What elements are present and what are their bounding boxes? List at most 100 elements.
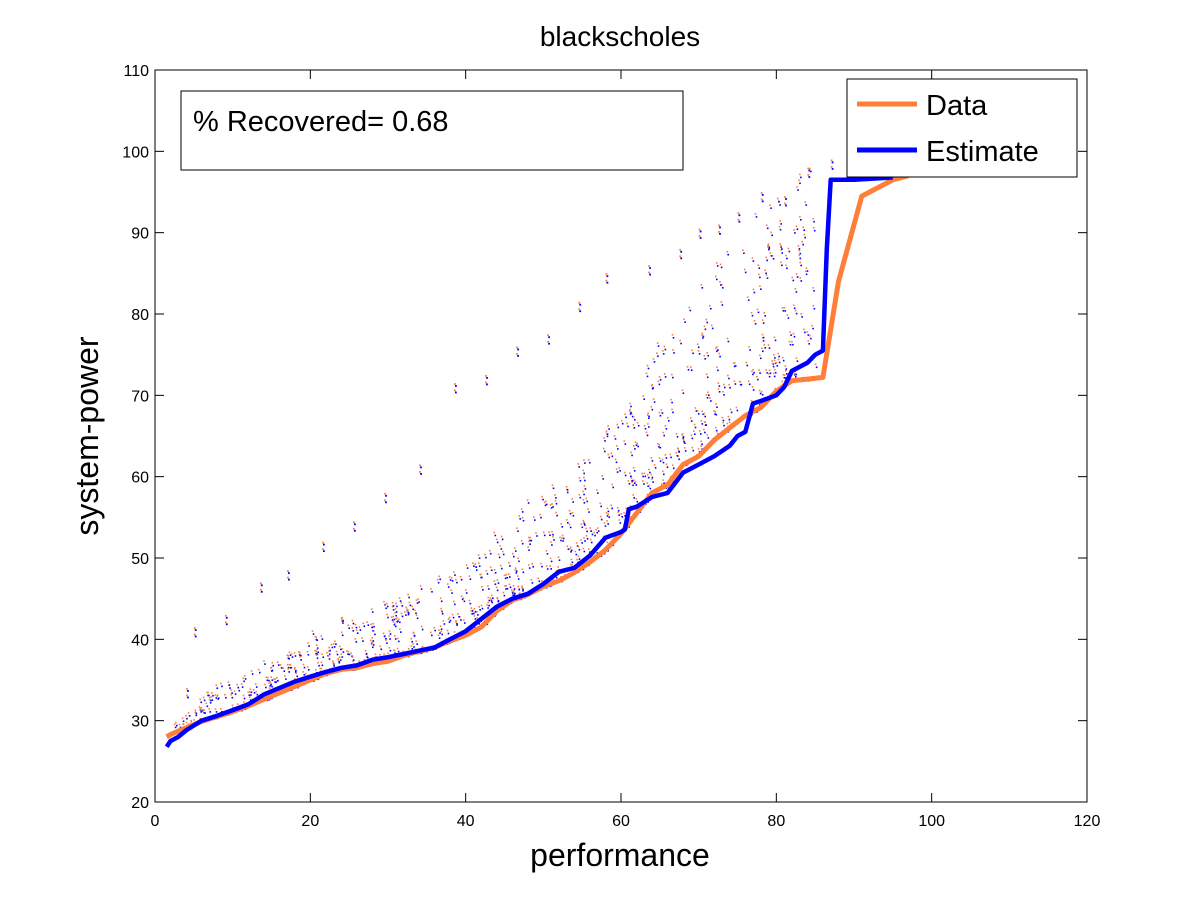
scatter-point-estimate bbox=[706, 376, 709, 379]
scatter-point-data bbox=[250, 670, 253, 672]
scatter-point-data bbox=[263, 660, 265, 662]
scatter-point-estimate bbox=[616, 471, 619, 473]
scatter-point-estimate bbox=[637, 445, 639, 448]
scatter-point-data bbox=[671, 408, 673, 411]
scatter-point-data bbox=[568, 523, 571, 526]
scatter-point-data bbox=[470, 607, 473, 609]
scatter-point-data bbox=[771, 362, 774, 365]
scatter-point-estimate bbox=[290, 666, 293, 669]
scatter-point-estimate bbox=[274, 681, 276, 683]
scatter-point-estimate bbox=[317, 651, 319, 654]
scatter-point-estimate bbox=[359, 629, 362, 631]
scatter-point-data bbox=[366, 621, 369, 623]
scatter-point-estimate bbox=[502, 553, 505, 556]
scatter-point-estimate bbox=[316, 653, 319, 656]
x-tick-label: 20 bbox=[301, 813, 319, 830]
scatter-point-estimate bbox=[498, 556, 501, 559]
scatter-point-estimate bbox=[583, 550, 586, 553]
scatter-point-data bbox=[255, 690, 258, 693]
scatter-point-data bbox=[683, 439, 685, 441]
scatter-point-estimate bbox=[584, 540, 586, 542]
scatter-point-data bbox=[549, 504, 552, 506]
scatter-point-data bbox=[421, 646, 424, 648]
scatter-outlier-estimate bbox=[808, 176, 811, 178]
scatter-point-data bbox=[745, 361, 748, 364]
scatter-point-data bbox=[258, 668, 260, 671]
scatter-point-data bbox=[369, 639, 372, 642]
scatter-point-data bbox=[713, 410, 715, 412]
scatter-point-data bbox=[809, 167, 811, 170]
scatter-point-data bbox=[765, 274, 768, 276]
scatter-point-data bbox=[799, 277, 802, 279]
scatter-point-data bbox=[663, 345, 666, 348]
scatter-point-data bbox=[439, 625, 442, 627]
scatter-point-data bbox=[727, 415, 730, 418]
scatter-point-estimate bbox=[753, 291, 756, 294]
scatter-point-data bbox=[603, 522, 606, 524]
scatter-point-data bbox=[750, 311, 753, 314]
scatter-point-data bbox=[661, 483, 663, 485]
scatter-point-estimate bbox=[532, 566, 534, 568]
scatter-point-estimate bbox=[333, 665, 335, 667]
scatter-point-data bbox=[605, 430, 608, 432]
scatter-point-estimate bbox=[694, 433, 696, 435]
scatter-point-estimate bbox=[215, 697, 218, 699]
scatter-point-data bbox=[316, 648, 318, 651]
scatter-outlier-estimate bbox=[486, 383, 488, 386]
scatter-point-estimate bbox=[288, 671, 290, 673]
scatter-point-estimate bbox=[670, 456, 672, 459]
scatter-point-data bbox=[504, 585, 506, 587]
scatter-point-estimate bbox=[584, 462, 586, 464]
scatter-point-data bbox=[571, 512, 574, 514]
scatter-point-data bbox=[799, 173, 801, 176]
scatter-point-estimate bbox=[584, 488, 587, 490]
scatter-point-data bbox=[512, 552, 514, 555]
scatter-point-estimate bbox=[464, 622, 466, 624]
scatter-outlier-data bbox=[516, 346, 518, 349]
scatter-point-data bbox=[576, 558, 578, 561]
scatter-point-data bbox=[719, 263, 722, 266]
scatter-point-estimate bbox=[509, 586, 512, 589]
scatter-point-data bbox=[589, 538, 592, 541]
scatter-point-estimate bbox=[647, 485, 649, 487]
scatter-point-data bbox=[786, 314, 789, 316]
scatter-point-estimate bbox=[474, 618, 477, 620]
scatter-point-estimate bbox=[481, 576, 483, 579]
scatter-point-estimate bbox=[744, 271, 747, 274]
scatter-point-data bbox=[569, 548, 571, 550]
scatter-point-estimate bbox=[607, 510, 610, 513]
scatter-point-data bbox=[270, 676, 273, 678]
scatter-point-data bbox=[664, 454, 667, 456]
scatter-point-estimate bbox=[624, 515, 626, 517]
scatter-point-data bbox=[391, 602, 394, 604]
scatter-point-data bbox=[670, 398, 672, 401]
scatter-point-data bbox=[767, 344, 770, 346]
scatter-point-estimate bbox=[209, 711, 211, 713]
scatter-point-estimate bbox=[294, 671, 297, 673]
scatter-point-estimate bbox=[256, 693, 259, 696]
scatter-point-data bbox=[230, 689, 232, 691]
scatter-point-data bbox=[252, 689, 255, 691]
scatter-point-data bbox=[642, 395, 644, 397]
scatter-point-estimate bbox=[698, 353, 701, 355]
scatter-point-estimate bbox=[719, 355, 721, 358]
scatter-point-estimate bbox=[706, 321, 709, 324]
scatter-point-data bbox=[284, 675, 286, 677]
scatter-point-estimate bbox=[665, 457, 668, 459]
scatter-point-data bbox=[707, 391, 709, 394]
scatter-point-data bbox=[214, 694, 217, 696]
scatter-point-estimate bbox=[752, 260, 755, 262]
scatter-point-data bbox=[436, 578, 439, 581]
scatter-point-estimate bbox=[778, 355, 780, 358]
scatter-point-data bbox=[549, 557, 552, 560]
scatter-point-estimate bbox=[294, 655, 297, 657]
scatter-point-data bbox=[722, 421, 724, 424]
scatter-point-estimate bbox=[781, 252, 783, 254]
scatter-point-estimate bbox=[461, 598, 464, 601]
scatter-point-estimate bbox=[781, 264, 783, 267]
scatter-point-estimate bbox=[488, 599, 491, 602]
scatter-point-estimate bbox=[380, 648, 382, 651]
scatter-outlier-data bbox=[322, 548, 324, 550]
scatter-point-data bbox=[430, 631, 432, 634]
scatter-point-estimate bbox=[615, 461, 618, 464]
